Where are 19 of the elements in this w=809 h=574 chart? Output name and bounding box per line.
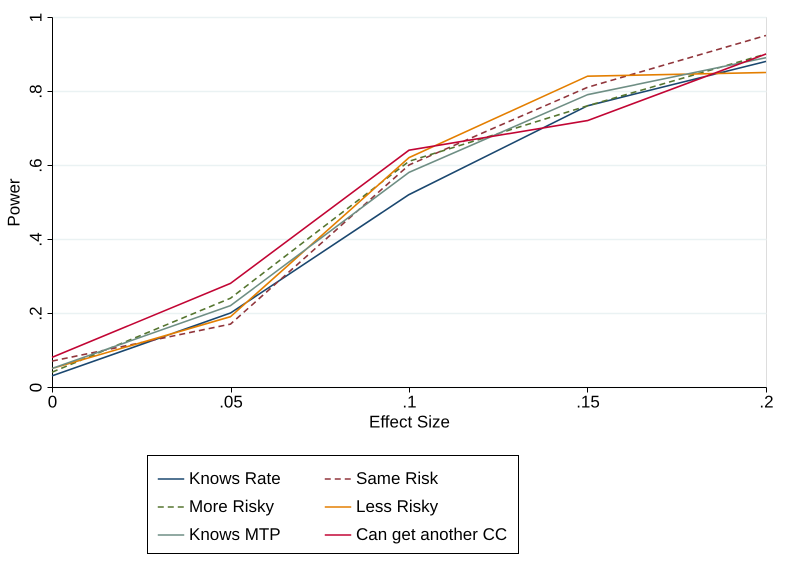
legend-label: Knows Rate (189, 469, 281, 488)
y-tick-label: 0 (26, 382, 46, 392)
legend-label: Can get another CC (356, 525, 508, 544)
x-tick-label: .1 (402, 392, 417, 412)
legend-label: More Risky (189, 497, 275, 516)
x-tick-label: 0 (48, 392, 58, 412)
x-tick-label: .05 (219, 392, 243, 412)
y-tick-label: 1 (26, 12, 46, 22)
y-axis-title: Power (4, 178, 24, 227)
x-tick-label: .15 (576, 392, 600, 412)
y-tick-label: .2 (26, 306, 46, 321)
y-tick-label: .6 (26, 158, 46, 173)
x-tick-label: .2 (759, 392, 774, 412)
legend-label: Knows MTP (189, 525, 281, 544)
y-tick-label: .4 (26, 232, 46, 247)
x-axis-title: Effect Size (369, 412, 450, 432)
y-tick-label: .8 (26, 84, 46, 99)
legend-label: Same Risk (356, 469, 439, 488)
legend-label: Less Risky (356, 497, 439, 516)
